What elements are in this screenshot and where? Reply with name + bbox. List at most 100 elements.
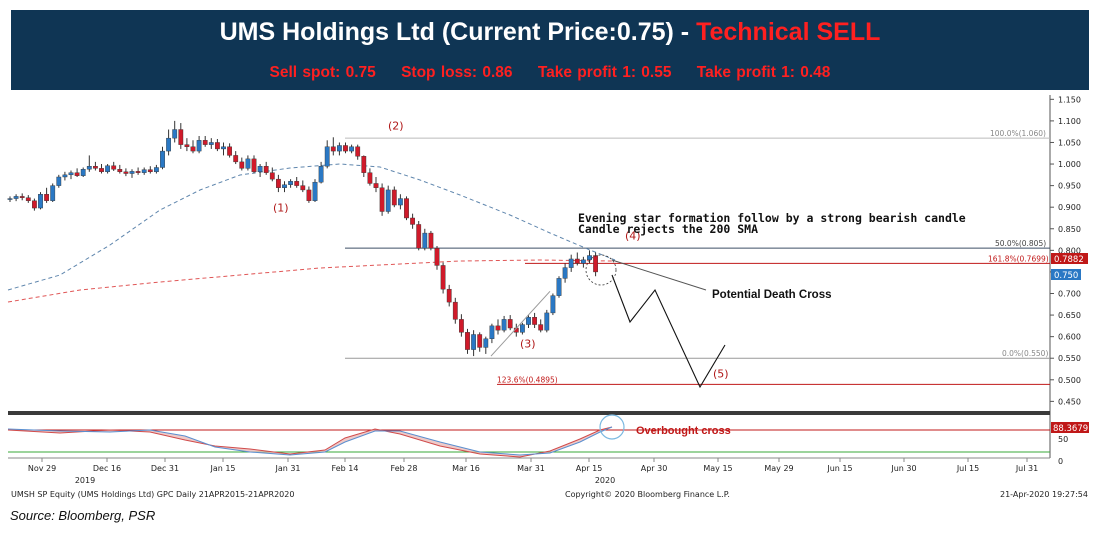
wave-label: (3) — [520, 337, 536, 350]
candle-body — [391, 189, 397, 206]
candle-body — [117, 169, 123, 173]
candle-body — [13, 196, 19, 199]
wave-label: (2) — [388, 120, 404, 133]
price-tag-last: 0.7882 — [1054, 255, 1084, 265]
annotation-evening-star: Evening star formation follow by a stron… — [578, 211, 966, 225]
candle-body — [593, 255, 599, 273]
candle-body — [294, 181, 300, 186]
indicator-tick-label: 50 — [1058, 435, 1068, 444]
candle-body — [324, 146, 330, 167]
candle-body — [19, 196, 25, 198]
x-tick-label: Jul 15 — [956, 464, 979, 473]
x-tick-label: Jan 31 — [274, 464, 300, 473]
candle-body — [214, 142, 220, 150]
candle-body — [495, 325, 501, 331]
candle-body — [526, 317, 531, 325]
candle-body — [550, 295, 556, 314]
candle-body — [373, 183, 379, 188]
candle-body — [32, 200, 37, 209]
candle-body — [50, 185, 56, 201]
candle-body — [312, 181, 318, 201]
candle-body — [276, 178, 281, 188]
candle-body — [7, 198, 13, 200]
candle-body — [428, 232, 434, 249]
candle-body — [153, 167, 159, 173]
candle-body — [465, 332, 470, 350]
candle-body — [440, 265, 446, 290]
y-tick-label: 1.050 — [1058, 138, 1081, 147]
candle-body — [99, 168, 104, 173]
take-profit-1-label: Take profit 1: 0.55 — [537, 64, 672, 81]
y-tick-label: 1.000 — [1058, 160, 1081, 169]
candle-body — [367, 172, 373, 184]
candle-body — [44, 194, 50, 201]
indicator-fill — [8, 427, 612, 457]
candle-body — [446, 288, 452, 303]
header-banner: UMS Holdings Ltd (Current Price:0.75) - … — [11, 10, 1089, 90]
projection-path — [611, 274, 726, 389]
candle-body — [306, 189, 312, 201]
x-year-label: 2020 — [595, 476, 615, 485]
candle-body — [520, 324, 525, 333]
candle-body — [288, 181, 293, 185]
x-tick-label: May 29 — [764, 464, 793, 473]
candle-body — [62, 174, 68, 178]
candle-body — [282, 184, 287, 188]
candle-body — [416, 224, 422, 249]
price-chart: 0.450 0.500 0.550 0.600 0.650 0.700 0.750 0.800… — [7, 95, 1089, 485]
candle-body — [556, 278, 562, 296]
y-tick-label: 0.700 — [1058, 289, 1081, 298]
indicator-value-tag: 88.3679 — [1053, 424, 1088, 434]
candle-body — [581, 259, 586, 264]
title-company: UMS Holdings Ltd (Current Price:0.75) - — [219, 18, 697, 46]
candle-body — [208, 142, 214, 145]
x-tick-label: Dec 16 — [93, 464, 121, 473]
candle-body — [330, 146, 336, 152]
sell-spot-label: Sell spot: 0.75 — [269, 64, 376, 81]
indicator-tag-bg — [1051, 422, 1089, 433]
candle-body — [263, 165, 269, 173]
candle-body — [25, 197, 31, 201]
candle-body — [141, 169, 147, 173]
candle-body — [349, 146, 354, 152]
candle-body — [355, 146, 361, 157]
x-tick-label: Nov 29 — [28, 464, 56, 473]
wave-label: (1) — [273, 202, 289, 215]
candle-body — [434, 247, 440, 266]
annotation-death-cross: Potential Death Cross — [712, 289, 832, 301]
indicator-line-slow — [7, 426, 613, 456]
y-tick-label: 1.150 — [1058, 95, 1081, 104]
candle-body — [318, 165, 324, 183]
candle-body — [398, 198, 403, 206]
candle-body — [452, 301, 458, 320]
y-tick-label: 0.550 — [1058, 354, 1081, 363]
candle-body — [56, 176, 62, 186]
candle-body — [507, 319, 513, 329]
x-tick-label: Mar 16 — [452, 464, 480, 473]
title-signal: Technical SELL — [696, 18, 881, 46]
overbought-label: Overbought cross — [636, 425, 731, 437]
wave-label: (5) — [713, 368, 729, 381]
candle-body — [568, 258, 574, 268]
candle-body — [337, 145, 342, 152]
death-cross-pointer — [611, 259, 707, 291]
candle-body — [74, 172, 80, 176]
candle-body — [38, 194, 43, 209]
x-tick-label: May 15 — [703, 464, 732, 473]
trend-line — [490, 290, 551, 357]
y-tick-label: 0.500 — [1058, 376, 1081, 385]
trade-levels: Sell spot: 0.75 Stop loss: 0.86 Take pro… — [11, 64, 1089, 82]
candle-body — [300, 185, 306, 191]
x-tick-label: Mar 31 — [517, 464, 545, 473]
sma-200-line — [7, 259, 613, 303]
candle-body — [483, 338, 489, 348]
panel-separator — [8, 411, 1050, 415]
x-year-label: 2019 — [75, 476, 95, 485]
y-tick-label: 0.950 — [1058, 182, 1081, 191]
take-profit-2-label: Take profit 1: 0.48 — [696, 64, 831, 81]
x-tick-label: Feb 28 — [391, 464, 418, 473]
candle-body — [178, 129, 184, 145]
candle-body — [227, 146, 232, 156]
x-tick-label: Jul 31 — [1015, 464, 1038, 473]
candle-body — [562, 267, 568, 279]
